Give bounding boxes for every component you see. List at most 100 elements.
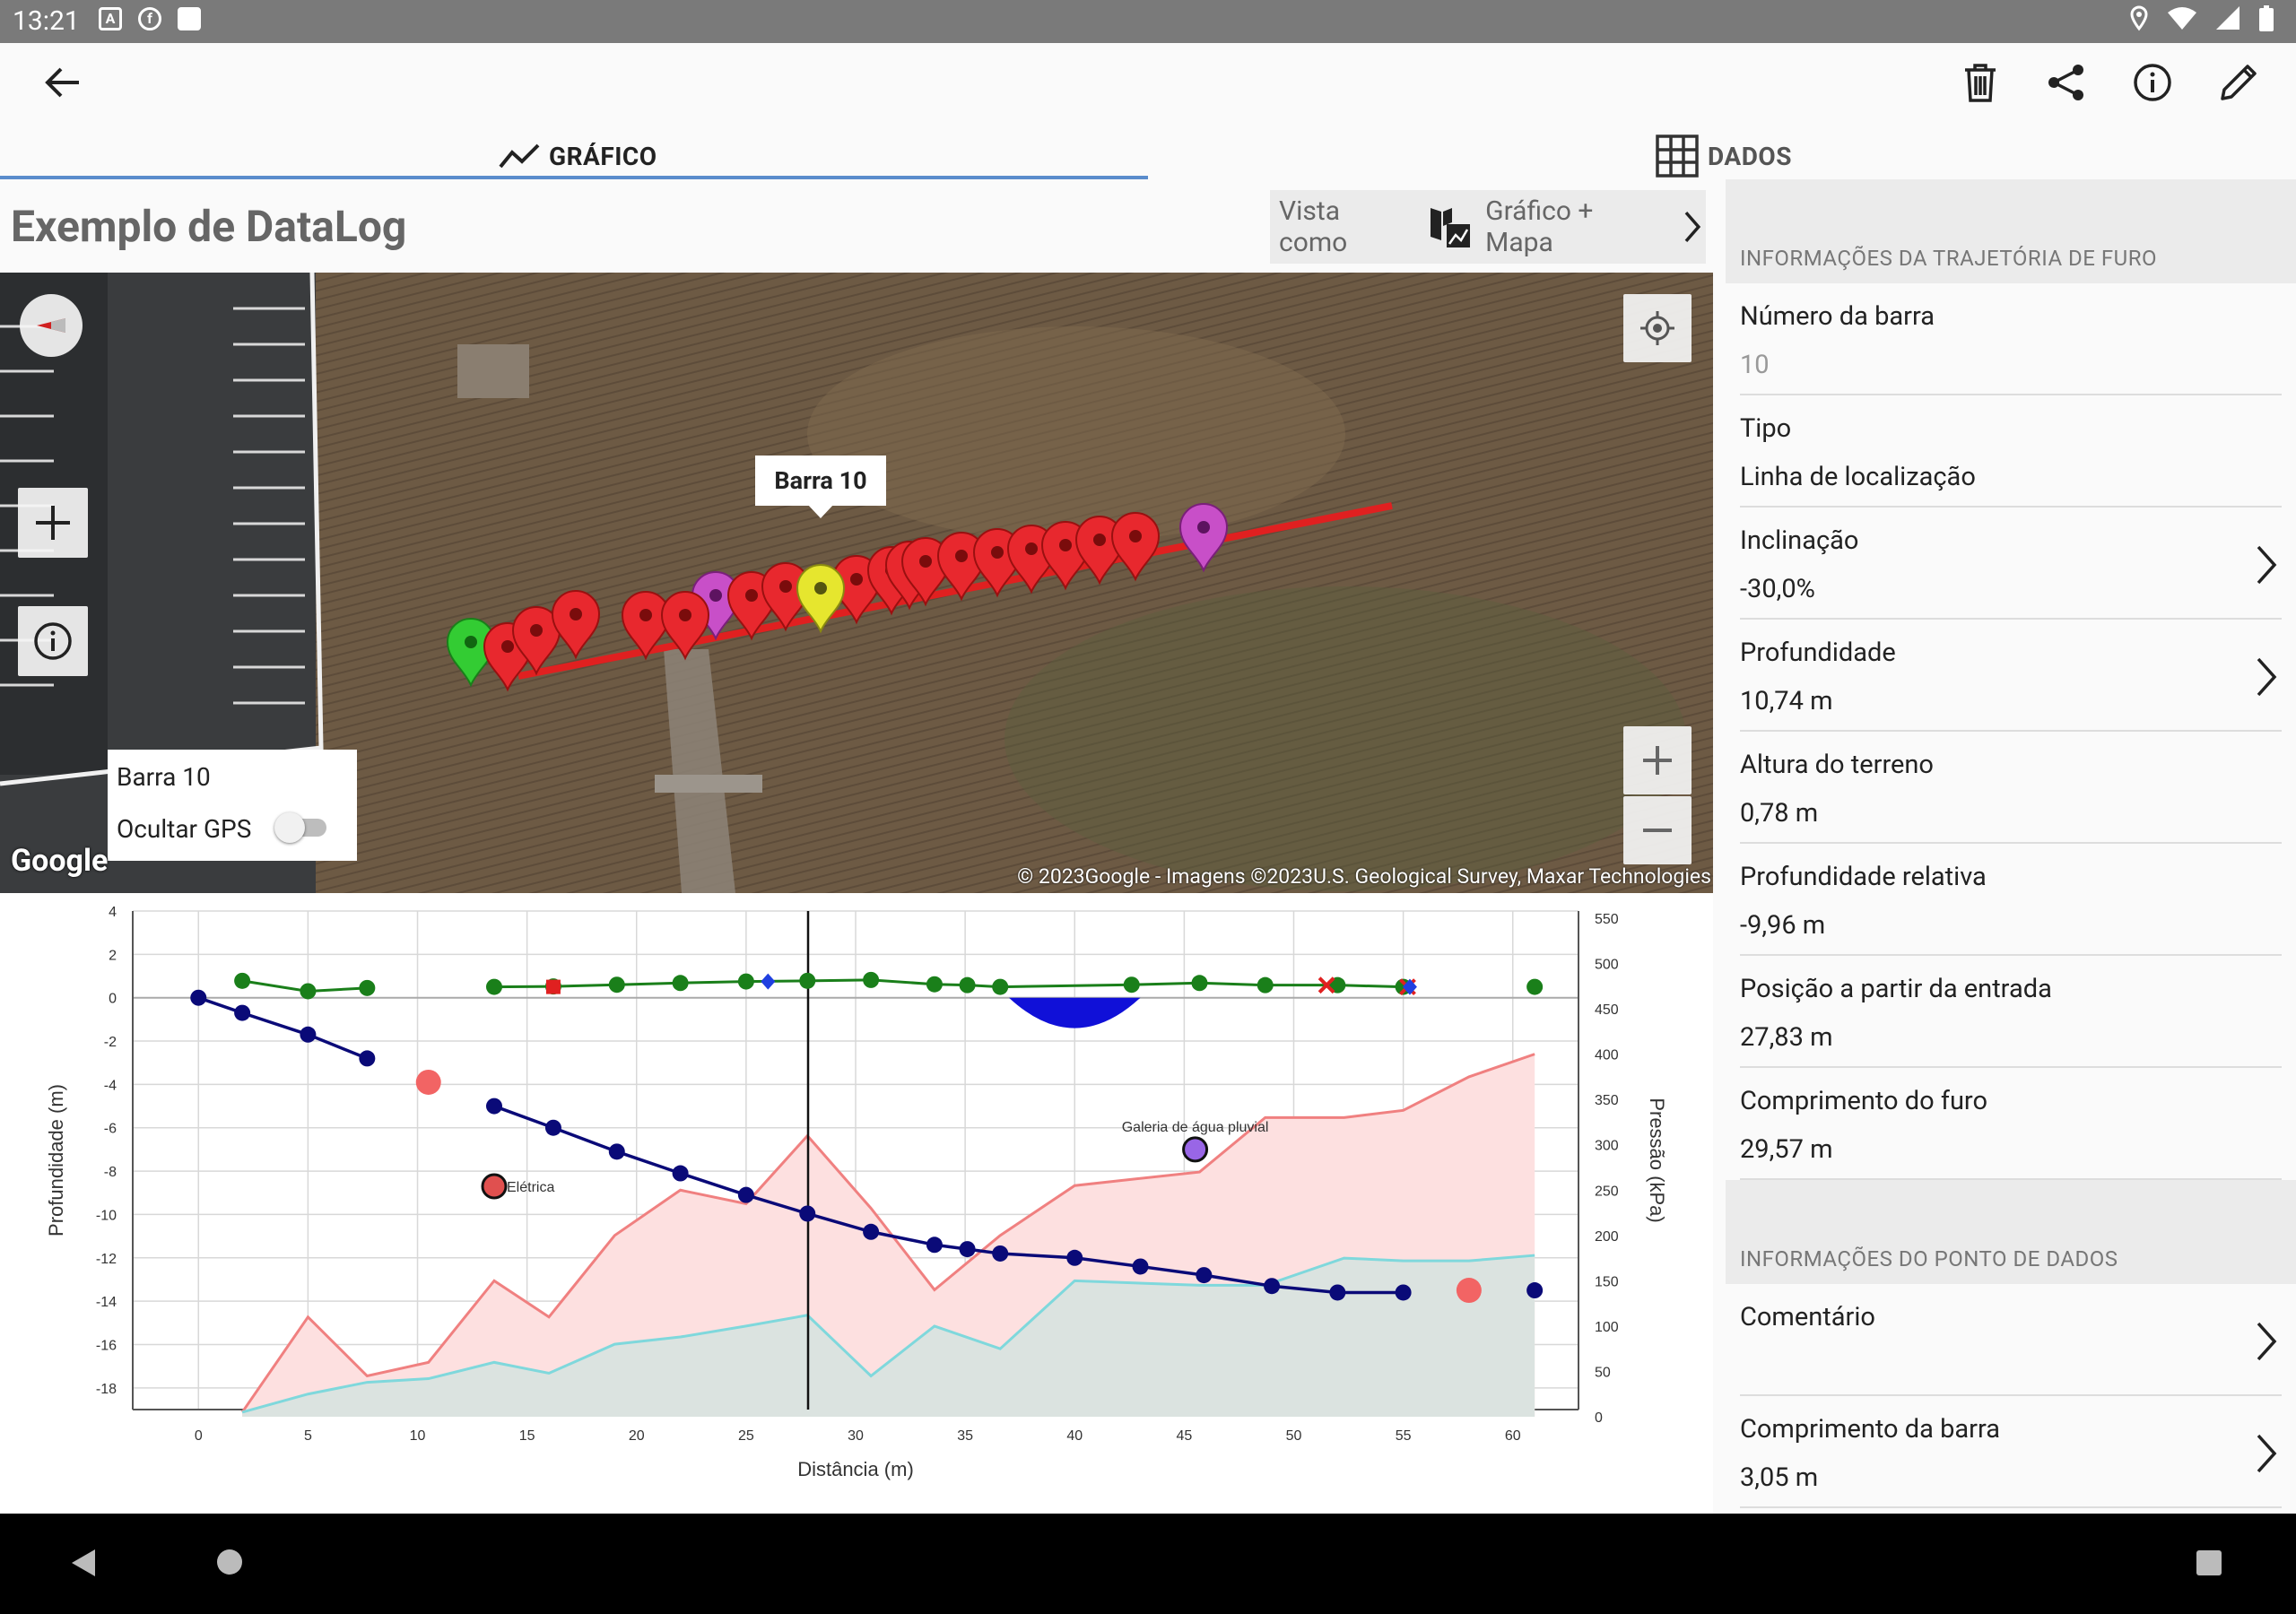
section-data-point: INFORMAÇÕES DO PONTO DE DADOS [1726, 1180, 2296, 1284]
depth-point [672, 1165, 689, 1182]
depth-point [1132, 1258, 1149, 1275]
item-value: -9,96 m [1740, 910, 1826, 941]
chevron-right-icon [2257, 1434, 2277, 1473]
back-button[interactable] [36, 56, 90, 109]
zoom-in-left-button[interactable] [18, 488, 88, 558]
info-button[interactable] [2126, 56, 2179, 109]
info-item-7: Comprimento do furo 29,57 m [1726, 1068, 2296, 1180]
trash-icon [1965, 64, 1996, 102]
pink-point [1456, 1278, 1482, 1304]
callout-label: Barra 10 [774, 466, 867, 495]
depth-point [190, 989, 207, 1006]
y-tick-label: -14 [96, 1295, 117, 1310]
x-tick-label: 50 [1286, 1428, 1302, 1444]
terrain-point [359, 979, 376, 996]
point-item-1[interactable]: Comprimento da barra 3,05 m [1726, 1396, 2296, 1508]
map-overlay-panel: Barra 10 Ocultar GPS [108, 750, 357, 861]
item-label: Tipo [1740, 413, 1792, 444]
plus-icon [36, 506, 70, 540]
annotation-point [1182, 1136, 1209, 1163]
depth-point [1395, 1284, 1412, 1301]
delete-button[interactable] [1953, 56, 2007, 109]
y-tick-label: 4 [109, 905, 117, 920]
item-label: Comprimento do furo [1740, 1086, 1988, 1116]
depth-point [959, 1241, 976, 1258]
terrain-point [608, 976, 625, 994]
home-circle-icon[interactable] [215, 1548, 244, 1576]
marker-callout: Barra 10 [755, 456, 886, 506]
point-item-0[interactable]: Comentário [1726, 1284, 2296, 1396]
marker-square [545, 979, 561, 994]
bore-profile-chart[interactable]: 0 5 10 15 20 25 30 35 40 45 50 55 60 4 2 0 -2 -4 -6 -8 -10 -1… [0, 893, 1713, 1514]
depth-point [926, 1237, 943, 1254]
edit-button[interactable] [2212, 56, 2266, 109]
hide-gps-toggle[interactable] [274, 811, 326, 843]
terrain-point [1191, 975, 1208, 992]
info-item-3[interactable]: Profundidade 10,74 m [1726, 620, 2296, 732]
satellite-map[interactable]: Barra 10 Barra 10 Ocultar GPS Google © 2… [0, 273, 1713, 893]
chevron-right-icon [2257, 657, 2277, 697]
item-value: 29,57 m [1740, 1134, 1833, 1165]
recents-square-icon[interactable] [2196, 1549, 2222, 1576]
terrain-point [863, 971, 880, 988]
zoom-out-button[interactable] [1623, 796, 1692, 864]
hide-gps-label: Ocultar GPS [117, 814, 252, 844]
item-label: Profundidade relativa [1740, 862, 1987, 892]
share-button[interactable] [2039, 56, 2093, 109]
view-as-selector[interactable]: Vista como Gráfico + Mapa [1270, 190, 1706, 264]
tab-grafico[interactable]: GRÁFICO [499, 134, 657, 178]
y-tick-label: 0 [109, 992, 117, 1007]
terrain-point [1123, 976, 1140, 994]
depth-point [737, 1186, 754, 1203]
compass-button[interactable] [20, 294, 83, 357]
minus-icon [1643, 829, 1672, 832]
annotation-point [481, 1173, 508, 1200]
depth-point [608, 1143, 625, 1160]
notification-a-icon: A [99, 7, 122, 30]
x-tick-label: 30 [848, 1428, 864, 1444]
tab-dados[interactable]: DADOS [1656, 134, 1792, 178]
depth-point [799, 1205, 816, 1222]
y2-tick-label: 0 [1595, 1410, 1603, 1426]
rod-label: Barra 10 [117, 762, 211, 792]
my-location-button[interactable] [1623, 294, 1692, 362]
info-item-1: Tipo Linha de localização [1726, 395, 2296, 508]
chevron-right-icon [2257, 545, 2277, 585]
terrain-point [672, 975, 689, 992]
map-chart-icon [1431, 208, 1471, 247]
map-info-button[interactable] [18, 606, 88, 676]
item-value: 3,05 m [1740, 1462, 1819, 1493]
y2-tick-label: 550 [1595, 912, 1619, 927]
y2-tick-label: 150 [1595, 1274, 1619, 1289]
item-value: 10,74 m [1740, 686, 1833, 716]
x-tick-label: 55 [1396, 1428, 1412, 1444]
depth-point [863, 1223, 880, 1240]
item-label: Altura do terreno [1740, 750, 1934, 780]
share-icon [2048, 65, 2083, 100]
x-tick-label: 45 [1176, 1428, 1192, 1444]
chevron-right-icon [1684, 211, 1701, 243]
item-label: Número da barra [1740, 301, 1935, 332]
zoom-in-button[interactable] [1623, 726, 1692, 794]
back-triangle-icon[interactable] [70, 1548, 97, 1578]
y-tick-label: -4 [104, 1078, 117, 1093]
map-markers [446, 503, 1229, 692]
depth-point [1196, 1267, 1213, 1284]
item-label: Comprimento da barra [1740, 1414, 2001, 1445]
depth-point [234, 1004, 251, 1021]
annotation-label: Galeria de água pluvial [1122, 1120, 1269, 1135]
active-tab-indicator [0, 176, 1148, 179]
item-label: Comentário [1740, 1302, 1875, 1332]
terrain-point [300, 983, 317, 1000]
info-panel: INFORMAÇÕES DA TRAJETÓRIA DE FURO Número… [1726, 179, 2296, 1514]
terrain-point [1329, 976, 1346, 994]
edit-icon [2221, 65, 2257, 100]
depth-point [359, 1050, 376, 1067]
depth-point [1264, 1278, 1281, 1295]
depth-point [486, 1098, 502, 1115]
view-as-value: Gráfico + Mapa [1485, 195, 1594, 258]
info-item-2[interactable]: Inclinação -30,0% [1726, 508, 2296, 620]
chart-svg: 0 5 10 15 20 25 30 35 40 45 50 55 60420-2-4-6-8-10-1… [45, 905, 1668, 1480]
depth-point [992, 1245, 1009, 1262]
signal-icon [2216, 6, 2239, 30]
